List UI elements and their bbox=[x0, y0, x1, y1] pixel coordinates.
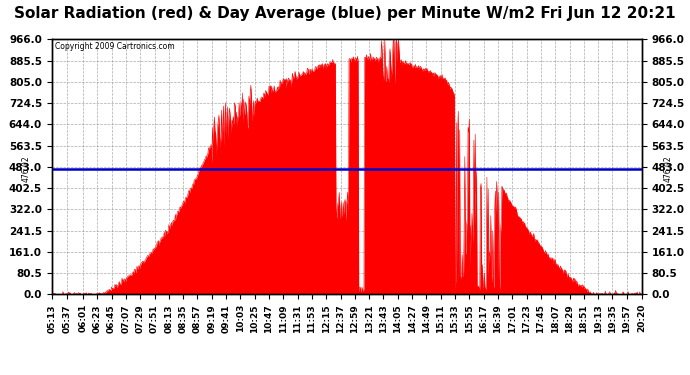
Text: 476.02: 476.02 bbox=[664, 155, 673, 182]
Text: Solar Radiation (red) & Day Average (blue) per Minute W/m2 Fri Jun 12 20:21: Solar Radiation (red) & Day Average (blu… bbox=[14, 6, 676, 21]
Text: Copyright 2009 Cartronics.com: Copyright 2009 Cartronics.com bbox=[55, 42, 175, 51]
Text: 476.02: 476.02 bbox=[21, 155, 30, 182]
